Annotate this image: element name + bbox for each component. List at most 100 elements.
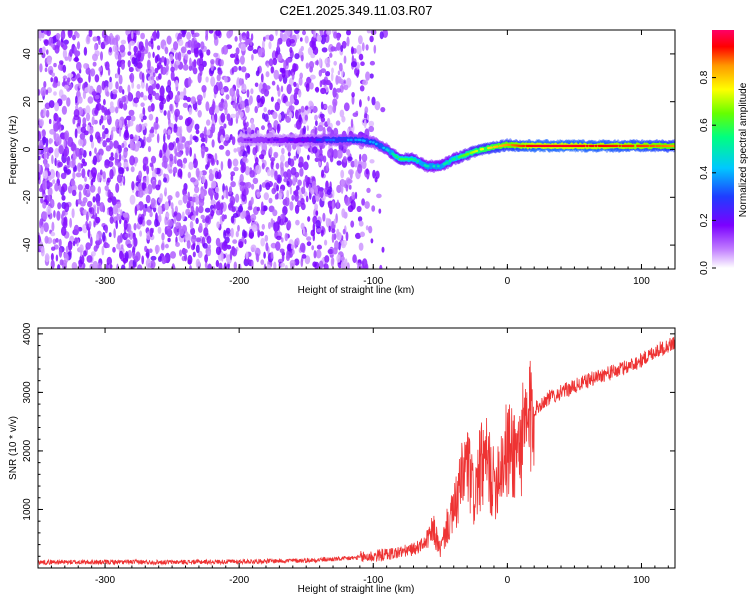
spectrogram-noise-cell <box>163 110 167 116</box>
spectrogram-noise-cell <box>205 101 210 112</box>
spectrogram-noise-cell <box>195 195 200 205</box>
spectrogram-noise-cell <box>243 230 247 238</box>
spectrogram-noise-cell <box>118 74 123 85</box>
spectrogram-noise-cell <box>170 251 176 259</box>
spectrogram-noise-cell <box>369 159 375 164</box>
spectrogram-noise-cell <box>340 179 345 187</box>
spectrogram-noise-cell <box>145 194 151 204</box>
colorbar-label: Normalized spectral amplitude <box>738 82 749 217</box>
spectrogram-noise-cell <box>356 44 362 55</box>
spectrogram-noise-cell <box>204 207 211 213</box>
spectrogram-noise-cell <box>217 70 223 75</box>
spectrogram-noise-cell <box>94 74 100 83</box>
spectrogram-noise-cell <box>220 88 225 95</box>
spectrogram-noise-cell <box>260 237 266 247</box>
spectrogram-noise-cell <box>210 59 215 65</box>
spectrogram-noise-cell <box>240 145 243 151</box>
spectrogram-noise-cell <box>46 152 49 160</box>
spectrogram-noise-cell <box>303 125 306 135</box>
spectrogram-noise-cell <box>286 37 292 47</box>
spectrogram-noise-cell <box>140 91 144 98</box>
spectrogram-noise-cell <box>135 251 141 262</box>
spectrogram-noise-cell <box>236 88 240 98</box>
spectrogram-noise-cell <box>237 205 244 213</box>
spectrogram-noise-cell <box>130 266 135 269</box>
spectrogram-noise-cell <box>261 182 267 188</box>
spectrogram-noise-cell <box>133 97 140 104</box>
spectrogram-noise-cell <box>277 215 281 225</box>
spectrogram-noise-cell <box>309 82 314 90</box>
snr-frame <box>37 327 676 569</box>
spectrogram-noise-cell <box>195 217 199 224</box>
spectrogram-noise-cell <box>275 241 281 251</box>
spectrogram-noise-cell <box>141 72 145 83</box>
spectrogram-noise-cell <box>335 120 341 126</box>
spectrogram-noise-cell <box>126 166 129 172</box>
spectrogram-noise-cell <box>298 108 302 114</box>
spectrogram-noise-cell <box>276 184 279 192</box>
spectrogram-noise-cell <box>109 169 114 180</box>
spectrogram-noise-cell <box>133 236 138 247</box>
spectrogram-noise-cell <box>83 187 87 196</box>
spectrogram-noise-cell <box>245 251 249 260</box>
spectrogram-noise-cell <box>340 260 347 269</box>
spectrogram-noise-cell <box>233 261 237 269</box>
spectrogram-noise-cell <box>355 232 361 239</box>
spectrogram-noise-cell <box>179 249 183 257</box>
spectrogram-noise-cell <box>50 43 54 48</box>
spectrogram-noise-cell <box>142 95 148 101</box>
spectrogram-noise-cell <box>291 72 295 80</box>
spectrogram-noise-cell <box>326 126 332 132</box>
spectrogram-noise-cell <box>69 83 73 89</box>
spectrogram-noise-cell <box>260 88 266 95</box>
spectrogram-noise-cell <box>195 237 202 243</box>
spectrogram-noise-cell <box>92 36 98 42</box>
spectrogram-x-label: Height of straight line (km) <box>298 285 415 296</box>
spectrogram-noise-cell <box>116 201 122 208</box>
spectrogram-noise-cell <box>224 76 228 83</box>
spectrogram-noise-cell <box>211 154 215 165</box>
spectrogram-signal-core <box>432 165 436 168</box>
spectrogram-signal-core <box>475 149 479 153</box>
spectrogram-signal-core <box>495 145 499 148</box>
spectrogram-noise-cell <box>166 212 170 218</box>
spectrogram-noise-cell <box>213 84 219 95</box>
spectrogram-noise-cell <box>328 107 332 114</box>
spectrogram-noise-cell <box>368 125 375 133</box>
spectrogram-noise-cell <box>118 85 123 94</box>
spectrogram-signal-core <box>582 144 586 148</box>
spectrogram-noise-cell <box>150 197 156 208</box>
spectrogram-noise-cell <box>158 213 162 223</box>
spectrogram-noise-cell <box>197 250 203 259</box>
spectrogram-noise-cell <box>283 171 288 179</box>
spectrogram-noise-cell <box>312 146 318 154</box>
spectrogram-noise-cell <box>268 41 272 50</box>
spectrogram-noise-cell <box>126 223 132 234</box>
spectrogram-noise-cell <box>350 46 354 55</box>
spectrogram-noise-cell <box>132 251 136 260</box>
spectrogram-noise-cell <box>85 67 91 75</box>
spectrogram-noise-cell <box>323 104 328 109</box>
spectrogram-noise-cell <box>229 250 233 261</box>
spectrogram-noise-cell <box>76 41 81 50</box>
spectrogram-noise-cell <box>265 182 271 191</box>
spectrogram-noise-cell <box>233 52 238 59</box>
spectrogram-noise-cell <box>72 171 76 180</box>
spectrogram-noise-cell <box>315 249 322 259</box>
spectrogram-noise-cell <box>326 189 332 196</box>
spectrogram-noise-cell <box>224 236 230 244</box>
spectrogram-noise-cell <box>131 56 136 65</box>
spectrogram-noise-cell <box>146 248 150 259</box>
spectrogram-noise-cell <box>180 46 187 54</box>
spectrogram-noise-cell <box>359 153 362 162</box>
spectrogram-noise-cell <box>276 84 280 92</box>
spectrogram-noise-cell <box>354 191 358 200</box>
spectrogram-noise-cell <box>318 153 324 162</box>
spectrogram-signal-core <box>631 144 635 148</box>
spectrogram-noise-cell <box>114 152 118 161</box>
spectrogram-noise-cell <box>167 219 174 228</box>
spectrogram-noise-cell <box>164 187 167 193</box>
spectrogram-noise-cell <box>38 171 41 181</box>
spectrogram-noise-cell <box>200 137 206 143</box>
spectrogram-noise-cell <box>215 186 220 193</box>
